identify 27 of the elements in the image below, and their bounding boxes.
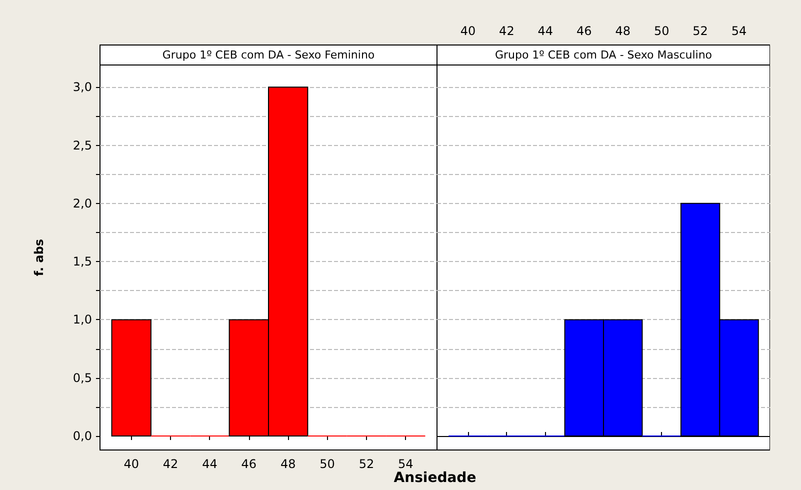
- y-tick-label: 1,0: [72, 312, 92, 327]
- x-tick-label: 54: [398, 457, 414, 471]
- y-tick-label: 3,0: [72, 80, 92, 94]
- x-tick-label: 46: [576, 24, 592, 38]
- chart-title: Grupo 1º CEB com DA - Sexo Feminino: [162, 48, 375, 62]
- x-tick-label: 54: [731, 24, 747, 38]
- x-tick-label: 42: [499, 24, 514, 38]
- x-tick-label: 50: [320, 457, 335, 471]
- y-axis-title: f. abs: [32, 238, 46, 276]
- x-tick-label: 40: [460, 24, 476, 38]
- x-tick-label: 44: [538, 24, 554, 38]
- y-tick-label: 0,5: [72, 370, 92, 385]
- x-tick-label: 48: [615, 24, 630, 38]
- x-axis-title: Ansiedade: [392, 470, 478, 486]
- x-tick-label: 50: [654, 24, 670, 38]
- x-tick-label: 52: [692, 24, 708, 38]
- y-tick-label: 1,5: [72, 254, 92, 269]
- x-tick-label: 40: [124, 457, 139, 471]
- x-tick-label: 42: [162, 457, 178, 471]
- x-tick-label: 46: [241, 457, 257, 471]
- x-tick-label: 44: [202, 457, 218, 471]
- y-tick-label: 0,0: [72, 429, 92, 444]
- y-tick-label: 2,0: [72, 196, 92, 210]
- y-tick-label: 2,5: [72, 138, 92, 152]
- x-tick-label: 52: [358, 457, 374, 471]
- chart-title: Grupo 1º CEB com DA - Sexo Masculino: [494, 48, 712, 62]
- x-tick-label: 48: [280, 457, 296, 471]
